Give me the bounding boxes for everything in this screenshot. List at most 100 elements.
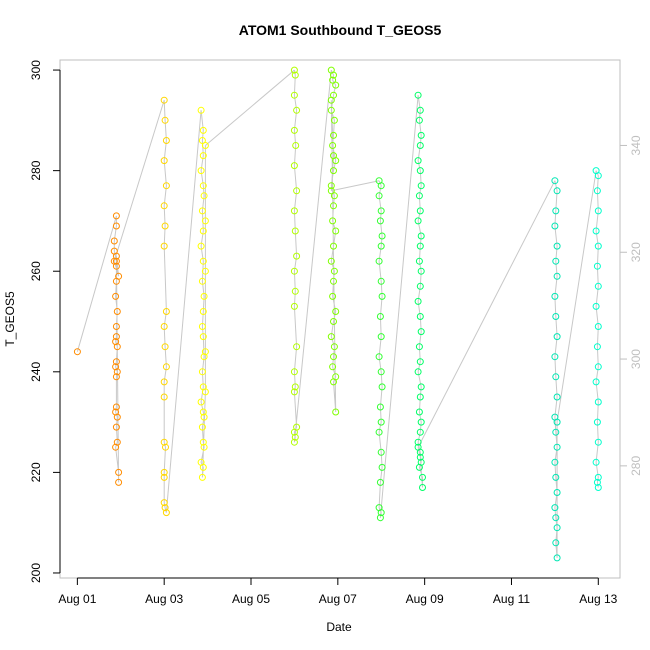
data-point bbox=[594, 242, 602, 250]
data-point bbox=[161, 222, 169, 230]
plot-frame bbox=[59, 59, 621, 579]
connector-line bbox=[205, 69, 295, 146]
data-point bbox=[160, 323, 168, 330]
data-point bbox=[199, 257, 207, 265]
data-point bbox=[551, 458, 559, 466]
data-point bbox=[329, 217, 337, 225]
data-point bbox=[112, 292, 120, 300]
data-point bbox=[330, 343, 338, 351]
data-point bbox=[415, 192, 423, 200]
data-point bbox=[414, 368, 422, 376]
data-point bbox=[378, 292, 386, 300]
data-point bbox=[552, 373, 560, 381]
data-point bbox=[327, 187, 335, 195]
data-point bbox=[378, 232, 386, 240]
y-tick-label: 200 bbox=[29, 563, 43, 583]
data-point bbox=[416, 428, 424, 436]
data-point bbox=[594, 398, 602, 406]
series-line-3 bbox=[293, 70, 298, 443]
data-point bbox=[593, 343, 601, 351]
data-point bbox=[553, 333, 561, 341]
data-point bbox=[291, 227, 299, 235]
data-point bbox=[414, 297, 422, 305]
data-point bbox=[110, 257, 118, 265]
data-point bbox=[112, 423, 120, 431]
data-point bbox=[594, 323, 602, 330]
data-point bbox=[417, 267, 425, 275]
data-point bbox=[161, 343, 169, 351]
data-point bbox=[330, 192, 338, 200]
data-point bbox=[160, 499, 168, 507]
data-point bbox=[417, 328, 425, 336]
data-point bbox=[552, 539, 560, 547]
data-point bbox=[161, 116, 169, 124]
data-point bbox=[112, 333, 120, 341]
data-point bbox=[162, 137, 170, 144]
data-point bbox=[416, 167, 424, 175]
data-point bbox=[198, 137, 206, 144]
connector-line bbox=[293, 70, 332, 443]
data-point bbox=[112, 363, 120, 371]
x-tick-label: Aug 03 bbox=[145, 592, 183, 606]
data-point bbox=[416, 453, 424, 461]
data-point bbox=[112, 323, 120, 330]
data-point bbox=[593, 262, 601, 270]
data-point bbox=[330, 378, 337, 386]
data-point bbox=[332, 308, 340, 315]
data-point bbox=[330, 277, 337, 285]
data-point bbox=[160, 96, 168, 104]
data-point bbox=[113, 343, 121, 351]
y2-tick-label: 300 bbox=[629, 349, 643, 369]
data-point bbox=[553, 393, 561, 401]
y-tick-label: 240 bbox=[29, 361, 43, 381]
y-tick-label: 280 bbox=[29, 160, 43, 180]
series-line-0 bbox=[76, 215, 120, 483]
data-point bbox=[417, 418, 425, 426]
data-point bbox=[552, 257, 560, 265]
data-point bbox=[199, 126, 207, 134]
x-tick-label: Aug 07 bbox=[319, 592, 357, 606]
data-point bbox=[378, 463, 386, 471]
data-point bbox=[329, 292, 337, 300]
data-point bbox=[377, 448, 385, 456]
data-point bbox=[290, 267, 298, 275]
data-point bbox=[292, 142, 300, 149]
data-point bbox=[329, 363, 337, 371]
data-point bbox=[330, 202, 337, 210]
data-point bbox=[112, 257, 120, 265]
data-point bbox=[594, 282, 602, 290]
data-point bbox=[201, 142, 209, 149]
data-point bbox=[161, 504, 169, 512]
data-point bbox=[160, 393, 168, 401]
data-point bbox=[592, 227, 600, 235]
data-point bbox=[378, 383, 386, 391]
y-axis-left: 200 220 240 260 280 300 bbox=[29, 60, 61, 583]
gray-trajectory-lines bbox=[76, 69, 599, 558]
connector-line bbox=[113, 100, 165, 262]
data-point bbox=[414, 443, 422, 451]
data-point bbox=[73, 348, 81, 356]
data-point bbox=[552, 428, 560, 436]
data-point bbox=[416, 358, 424, 366]
x-tick-label: Aug 13 bbox=[579, 592, 617, 606]
data-point bbox=[551, 504, 559, 512]
data-point bbox=[327, 182, 335, 190]
data-point bbox=[115, 272, 123, 280]
data-point bbox=[113, 438, 121, 446]
x-axis-label: Date bbox=[326, 620, 352, 634]
x-tick-label: Aug 01 bbox=[58, 592, 96, 606]
data-point bbox=[290, 388, 298, 396]
data-point bbox=[198, 473, 206, 481]
data-point bbox=[330, 71, 337, 79]
data-point bbox=[414, 217, 422, 225]
data-point bbox=[199, 152, 207, 160]
data-point bbox=[327, 333, 335, 341]
data-point bbox=[110, 237, 118, 245]
data-point bbox=[290, 368, 298, 376]
x-tick-label: Aug 09 bbox=[406, 592, 444, 606]
data-point bbox=[112, 373, 120, 381]
data-point bbox=[551, 177, 559, 185]
data-point bbox=[415, 408, 423, 416]
y2-tick-label: 280 bbox=[629, 456, 643, 476]
